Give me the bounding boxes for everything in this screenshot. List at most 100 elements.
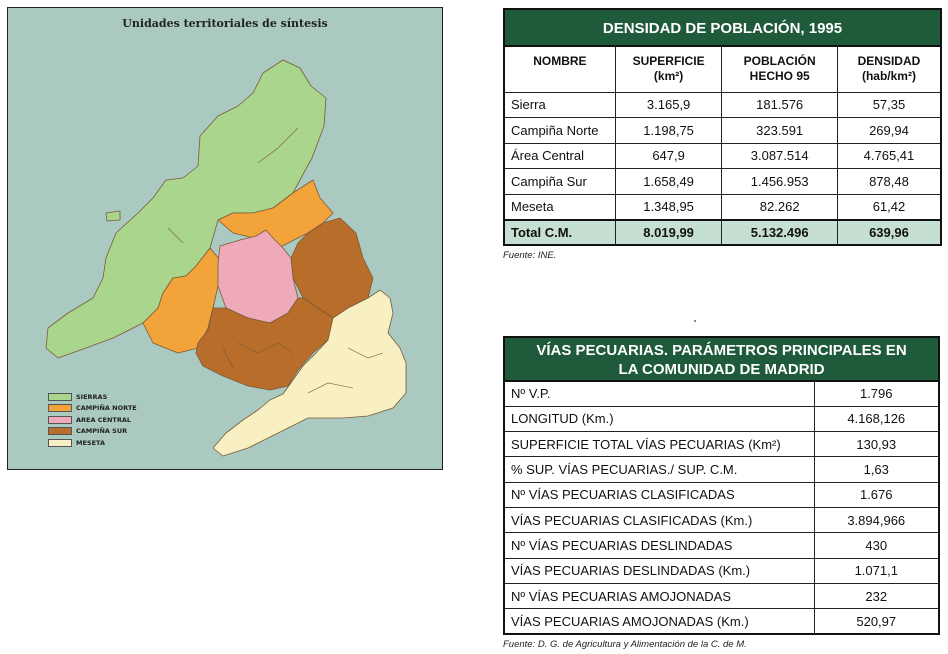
vias-table-title: VÍAS PECUARIAS. PARÁMETROS PRINCIPALES E…: [503, 336, 940, 380]
cell-superficie: 8.019,99: [614, 218, 723, 245]
table-row: Nº VÍAS PECUARIAS DESLINDADAS 430: [503, 532, 940, 559]
region-sierras: [45, 59, 327, 359]
table-row: Campiña Norte 1.198,75 323.591 269,94: [503, 117, 942, 144]
header-densidad: DENSIDAD (hab/km²): [836, 45, 942, 93]
legend-swatch-campina-norte: [48, 404, 72, 413]
cell-superficie: 1.658,49: [614, 168, 723, 195]
cell-label: VÍAS PECUARIAS DESLINDADAS (Km.): [503, 557, 815, 584]
table-row: VÍAS PECUARIAS CLASIFICADAS (Km.) 3.894,9…: [503, 506, 940, 534]
region-area-central: [217, 229, 299, 324]
cell-nombre: Área Central: [503, 142, 616, 169]
legend-item-area-central: AREA CENTRAL: [48, 414, 137, 426]
legend-label-campina-norte: CAMPIÑA NORTE: [76, 404, 137, 413]
legend-swatch-area-central: [48, 415, 72, 424]
density-table-block: DENSIDAD DE POBLACIÓN, 1995 NOMBRE SUPER…: [503, 8, 942, 261]
cell-superficie: 1.198,75: [614, 117, 723, 144]
cell-label: Nº VÍAS PECUARIAS AMOJONADAS: [503, 582, 815, 610]
madrid-region-map: [45, 59, 407, 457]
density-header-row: NOMBRE SUPERFICIE (km²) POBLACIÓN HECHO 95…: [503, 45, 942, 93]
cell-nombre: Campiña Norte: [503, 117, 616, 144]
legend-item-sierras: SIERRAS: [48, 391, 137, 403]
cell-value: 232: [813, 582, 940, 610]
cell-nombre: Total C.M.: [503, 218, 616, 245]
cell-label: VÍAS PECUARIAS CLASIFICADAS (Km.): [503, 506, 815, 534]
cell-value: 1.796: [813, 380, 940, 407]
cell-densidad: 269,94: [836, 117, 942, 144]
cell-label: Nº VÍAS PECUARIAS CLASIFICADAS: [503, 481, 815, 508]
cell-superficie: 647,9: [614, 142, 723, 169]
legend-item-campina-norte: CAMPIÑA NORTE: [48, 403, 137, 415]
legend-label-sierras: SIERRAS: [76, 392, 108, 401]
legend-swatch-campina-sur: [48, 427, 72, 436]
legend-swatch-sierras: [48, 392, 72, 401]
cell-densidad: 61,42: [836, 193, 942, 220]
vias-pecuarias-table-block: VÍAS PECUARIAS. PARÁMETROS PRINCIPALES E…: [503, 336, 940, 650]
table-row: % SUP. VÍAS PECUARIAS./ SUP. C.M. 1,63: [503, 456, 940, 483]
cell-poblacion: 3.087.514: [721, 142, 838, 169]
cell-nombre: Campiña Sur: [503, 168, 616, 195]
header-nombre: NOMBRE: [503, 45, 616, 93]
region-meseta: [212, 289, 407, 457]
table-row: Campiña Sur 1.658,49 1.456.953 878,48: [503, 168, 942, 195]
cell-densidad: 639,96: [836, 218, 942, 245]
cell-poblacion: 181.576: [721, 91, 838, 118]
cell-nombre: Meseta: [503, 193, 616, 220]
cell-superficie: 1.348,95: [614, 193, 723, 220]
header-poblacion: POBLACIÓN HECHO 95: [721, 45, 838, 93]
cell-superficie: 3.165,9: [614, 91, 723, 118]
region-sierras-islet: [105, 210, 121, 222]
speck: [694, 320, 696, 322]
cell-nombre: Sierra: [503, 91, 616, 118]
cell-value: 4.168,126: [813, 405, 940, 433]
legend-label-campina-sur: CAMPIÑA SUR: [76, 427, 128, 436]
cell-densidad: 4.765,41: [836, 142, 942, 169]
cell-value: 430: [813, 532, 940, 559]
table-row: VÍAS PECUARIAS AMOJONADAS (Km.) 520,97: [503, 608, 940, 635]
legend-swatch-meseta: [48, 438, 72, 447]
cell-value: 1,63: [813, 456, 940, 483]
cell-poblacion: 82.262: [721, 193, 838, 220]
cell-value: 130,93: [813, 431, 940, 458]
cell-label: LONGITUD (Km.): [503, 405, 815, 433]
cell-poblacion: 1.456.953: [721, 168, 838, 195]
table-row: SUPERFICIE TOTAL VÍAS PECUARIAS (Km²) 130…: [503, 431, 940, 458]
cell-densidad: 57,35: [836, 91, 942, 118]
legend-item-meseta: MESETA: [48, 437, 137, 449]
cell-value: 3.894,966: [813, 506, 940, 534]
legend-label-meseta: MESETA: [76, 438, 105, 447]
vias-title-line1: VÍAS PECUARIAS. PARÁMETROS PRINCIPALES E…: [536, 342, 907, 359]
header-superficie: SUPERFICIE (km²): [614, 45, 723, 93]
cell-label: SUPERFICIE TOTAL VÍAS PECUARIAS (Km²): [503, 431, 815, 458]
cell-densidad: 878,48: [836, 168, 942, 195]
total-row: Total C.M. 8.019,99 5.132.496 639,96: [503, 218, 942, 245]
density-table: NOMBRE SUPERFICIE (km²) POBLACIÓN HECHO 95…: [503, 45, 942, 246]
table-row: Área Central 647,9 3.087.514 4.765,41: [503, 142, 942, 169]
map-title: Unidades territoriales de síntesis: [122, 17, 328, 30]
density-table-title: DENSIDAD DE POBLACIÓN, 1995: [503, 8, 942, 45]
cell-label: Nº V.P.: [503, 380, 815, 407]
cell-value: 1.676: [813, 481, 940, 508]
vias-table: Nº V.P. 1.796 LONGITUD (Km.) 4.168,126 SUP…: [503, 380, 940, 635]
table-row: Nº VÍAS PECUARIAS CLASIFICADAS 1.676: [503, 481, 940, 508]
cell-value: 520,97: [813, 608, 940, 635]
table-row: Nº V.P. 1.796: [503, 380, 940, 407]
region-campina-norte-west: [142, 247, 221, 354]
cell-label: Nº VÍAS PECUARIAS DESLINDADAS: [503, 532, 815, 559]
territorial-units-map: Unidades territoriales de síntesis: [7, 7, 443, 470]
vias-title-line2: LA COMUNIDAD DE MADRID: [618, 361, 825, 378]
table-row: Nº VÍAS PECUARIAS AMOJONADAS 232: [503, 582, 940, 610]
cell-label: % SUP. VÍAS PECUARIAS./ SUP. C.M.: [503, 456, 815, 483]
table-row: VÍAS PECUARIAS DESLINDADAS (Km.) 1.071,1: [503, 557, 940, 584]
vias-source: Fuente: D. G. de Agricultura y Alimentac…: [503, 638, 747, 650]
legend-label-area-central: AREA CENTRAL: [76, 415, 132, 424]
region-campina-sur-south: [195, 297, 334, 391]
cell-poblacion: 323.591: [721, 117, 838, 144]
cell-poblacion: 5.132.496: [721, 218, 838, 245]
density-source: Fuente: INE.: [503, 249, 557, 261]
table-row: Meseta 1.348,95 82.262 61,42: [503, 193, 942, 220]
cell-label: VÍAS PECUARIAS AMOJONADAS (Km.): [503, 608, 815, 635]
cell-value: 1.071,1: [813, 557, 940, 584]
map-legend: SIERRAS CAMPIÑA NORTE AREA CENTRAL CAMPI…: [48, 391, 137, 449]
legend-item-campina-sur: CAMPIÑA SUR: [48, 426, 137, 438]
table-row: Sierra 3.165,9 181.576 57,35: [503, 91, 942, 118]
